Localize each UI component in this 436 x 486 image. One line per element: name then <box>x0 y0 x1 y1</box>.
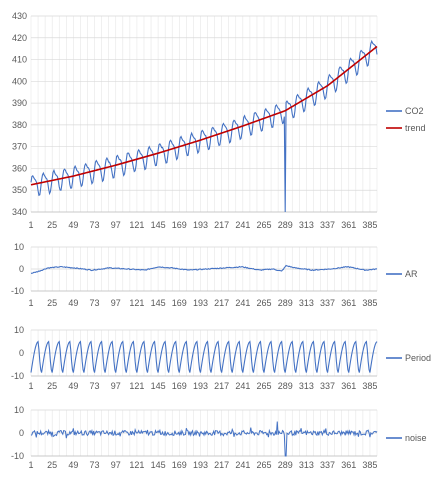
x-tick-label: 25 <box>47 460 57 470</box>
x-tick-label: 193 <box>193 381 208 391</box>
x-tick-label: 121 <box>129 298 144 308</box>
y-tick-label: 370 <box>12 142 27 152</box>
y-tick-label: 350 <box>12 185 27 195</box>
x-tick-label: 217 <box>214 381 229 391</box>
x-tick-label: 289 <box>278 460 293 470</box>
x-tick-label: 1 <box>28 381 33 391</box>
x-tick-label: 1 <box>28 298 33 308</box>
x-tick-label: 169 <box>172 298 187 308</box>
y-tick-label: 410 <box>12 55 27 65</box>
x-tick-label: 217 <box>214 220 229 230</box>
x-tick-label: 217 <box>214 298 229 308</box>
x-tick-label: 25 <box>47 298 57 308</box>
x-tick-label: 145 <box>151 220 166 230</box>
y-tick-label: -10 <box>11 451 24 461</box>
y-tick-label: 0 <box>19 428 24 438</box>
y-tick-label: 430 <box>12 11 27 21</box>
x-tick-label: 73 <box>90 298 100 308</box>
x-tick-label: 49 <box>68 381 78 391</box>
x-tick-label: 241 <box>235 298 250 308</box>
x-tick-label: 313 <box>299 381 314 391</box>
x-tick-label: 193 <box>193 460 208 470</box>
x-tick-label: 361 <box>341 220 356 230</box>
x-tick-label: 97 <box>111 460 121 470</box>
x-tick-label: 145 <box>151 298 166 308</box>
x-tick-label: 385 <box>362 460 377 470</box>
x-tick-label: 385 <box>362 220 377 230</box>
series-line-period <box>30 340 378 373</box>
y-tick-label: -10 <box>11 371 24 381</box>
legend-label-period: Period <box>405 353 431 363</box>
x-tick-label: 289 <box>278 220 293 230</box>
x-tick-label: 1 <box>28 220 33 230</box>
y-tick-label: 380 <box>12 120 27 130</box>
x-tick-label: 145 <box>151 460 166 470</box>
x-tick-label: 1 <box>28 460 33 470</box>
x-tick-label: 145 <box>151 381 166 391</box>
x-tick-label: 289 <box>278 381 293 391</box>
x-tick-label: 361 <box>341 298 356 308</box>
y-tick-label: 420 <box>12 33 27 43</box>
x-tick-label: 121 <box>129 460 144 470</box>
y-tick-label: -10 <box>11 286 24 296</box>
x-tick-label: 73 <box>90 220 100 230</box>
y-tick-label: 400 <box>12 76 27 86</box>
x-tick-label: 313 <box>299 460 314 470</box>
y-tick-label: 0 <box>19 264 24 274</box>
x-tick-label: 121 <box>129 220 144 230</box>
x-tick-label: 265 <box>257 298 272 308</box>
y-tick-label: 390 <box>12 98 27 108</box>
x-tick-label: 313 <box>299 220 314 230</box>
x-tick-label: 49 <box>68 460 78 470</box>
x-tick-label: 241 <box>235 460 250 470</box>
series-line-ar <box>30 264 378 274</box>
x-tick-label: 97 <box>111 298 121 308</box>
x-tick-label: 337 <box>320 381 335 391</box>
x-tick-label: 193 <box>193 298 208 308</box>
x-tick-label: 49 <box>68 298 78 308</box>
y-tick-label: 0 <box>19 348 24 358</box>
x-tick-label: 193 <box>193 220 208 230</box>
x-tick-label: 169 <box>172 460 187 470</box>
y-tick-label: 10 <box>14 405 24 415</box>
series-line-trend <box>30 45 378 186</box>
x-tick-label: 97 <box>111 220 121 230</box>
x-tick-label: 337 <box>320 460 335 470</box>
x-tick-label: 25 <box>47 381 57 391</box>
x-tick-label: 289 <box>278 298 293 308</box>
x-tick-label: 121 <box>129 381 144 391</box>
x-tick-label: 313 <box>299 298 314 308</box>
x-tick-label: 265 <box>257 381 272 391</box>
x-tick-label: 337 <box>320 298 335 308</box>
x-tick-label: 73 <box>90 460 100 470</box>
x-tick-label: 25 <box>47 220 57 230</box>
x-tick-label: 217 <box>214 460 229 470</box>
x-tick-label: 265 <box>257 460 272 470</box>
y-tick-label: 340 <box>12 207 27 217</box>
x-tick-label: 337 <box>320 220 335 230</box>
x-tick-label: 241 <box>235 220 250 230</box>
x-tick-label: 241 <box>235 381 250 391</box>
x-tick-label: 97 <box>111 381 121 391</box>
x-tick-label: 385 <box>362 381 377 391</box>
x-tick-label: 169 <box>172 381 187 391</box>
series-line-noise <box>30 421 378 457</box>
legend-label-trend: trend <box>405 123 426 133</box>
x-tick-label: 169 <box>172 220 187 230</box>
x-tick-label: 73 <box>90 381 100 391</box>
x-tick-label: 361 <box>341 460 356 470</box>
y-tick-label: 360 <box>12 163 27 173</box>
x-tick-label: 385 <box>362 298 377 308</box>
x-tick-label: 49 <box>68 220 78 230</box>
legend-label-ar: AR <box>405 269 418 279</box>
x-tick-label: 361 <box>341 381 356 391</box>
legend-label-noise: noise <box>405 433 427 443</box>
legend-label-co2: CO2 <box>405 106 424 116</box>
x-tick-label: 265 <box>257 220 272 230</box>
y-tick-label: 10 <box>14 325 24 335</box>
y-tick-label: 10 <box>14 242 24 252</box>
series-line-co2 <box>30 39 378 213</box>
